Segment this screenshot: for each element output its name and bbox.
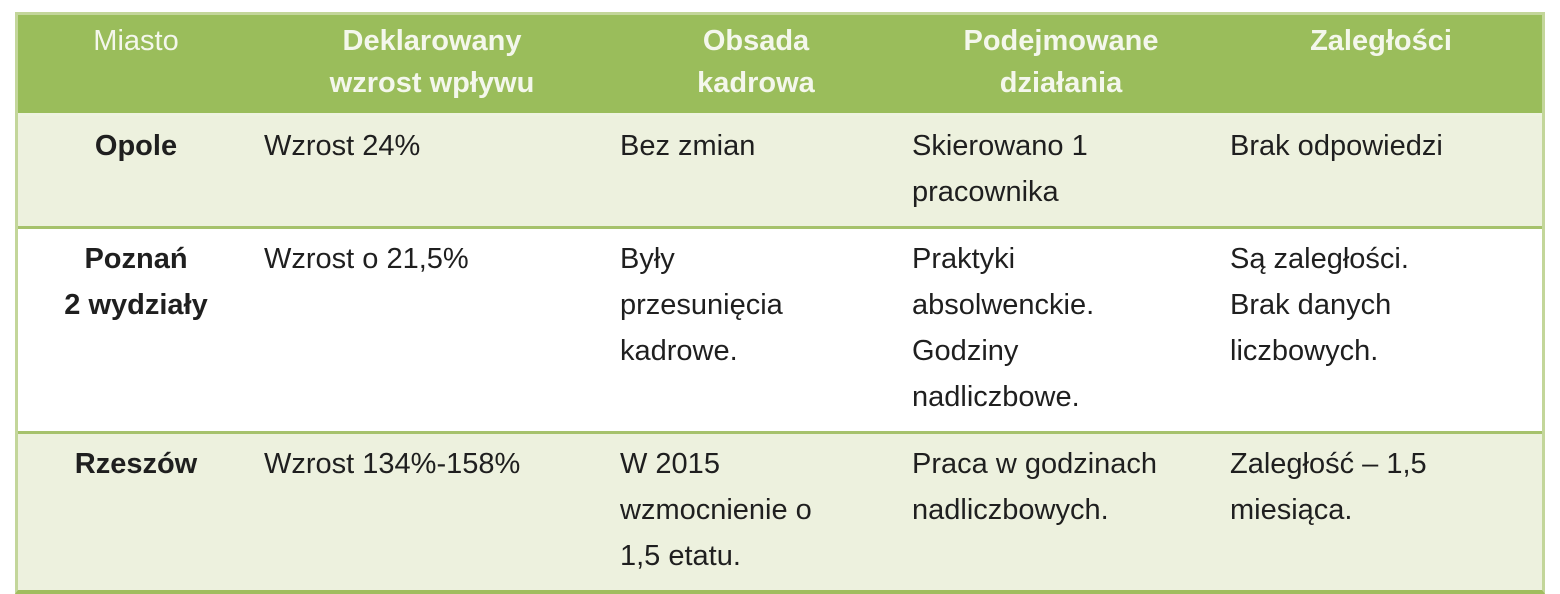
- backlog-cell: Są zaległości. Brak danych liczbowych.: [1230, 243, 1409, 367]
- declared-growth-cell: Wzrost 24%: [264, 130, 421, 162]
- declared-growth-cell: Wzrost 134%-158%: [264, 448, 521, 480]
- backlog-cell: Zaległość – 1,5 miesiąca.: [1230, 448, 1427, 526]
- header-cell-deklarowany-wzrost: Deklarowany wzrost wpływu: [329, 25, 535, 99]
- table-row-poznan: Poznań 2 wydziały Wzrost o 21,5% Były pr…: [18, 226, 1542, 431]
- actions-cell: Praca w godzinach nadliczbowych.: [912, 448, 1158, 526]
- city-cell: Rzeszów: [74, 448, 198, 480]
- city-cell: Poznań 2 wydziały: [64, 243, 208, 321]
- header-cell-miasto: Miasto: [93, 25, 179, 57]
- header-cell-zaleglosci: Zaległości: [1310, 25, 1452, 57]
- header-cell-podejmowane-dzialania: Podejmowane działania: [963, 25, 1159, 99]
- actions-cell: Skierowano 1 pracownika: [912, 130, 1088, 208]
- backlog-cell: Brak odpowiedzi: [1230, 130, 1443, 162]
- staffing-cell: Bez zmian: [620, 130, 756, 162]
- table-row-rzeszow: Rzeszów Wzrost 134%-158% W 2015 wzmocnie…: [18, 431, 1542, 590]
- city-report-table: Miasto Deklarowany wzrost wpływu Obsada …: [15, 12, 1545, 594]
- header-cell-obsada-kadrowa: Obsada kadrowa: [697, 25, 815, 99]
- actions-cell: Praktyki absolwenckie. Godziny nadliczbo…: [912, 243, 1095, 413]
- city-cell: Opole: [94, 130, 178, 162]
- declared-growth-cell: Wzrost o 21,5%: [264, 243, 469, 275]
- staffing-cell: Były przesunięcia kadrowe.: [620, 243, 783, 367]
- staffing-cell: W 2015 wzmocnienie o 1,5 etatu.: [620, 448, 812, 572]
- table-row-opole: Opole Wzrost 24% Bez zmian Skierowano 1 …: [18, 116, 1542, 226]
- table-header-row: Miasto Deklarowany wzrost wpływu Obsada …: [18, 15, 1542, 116]
